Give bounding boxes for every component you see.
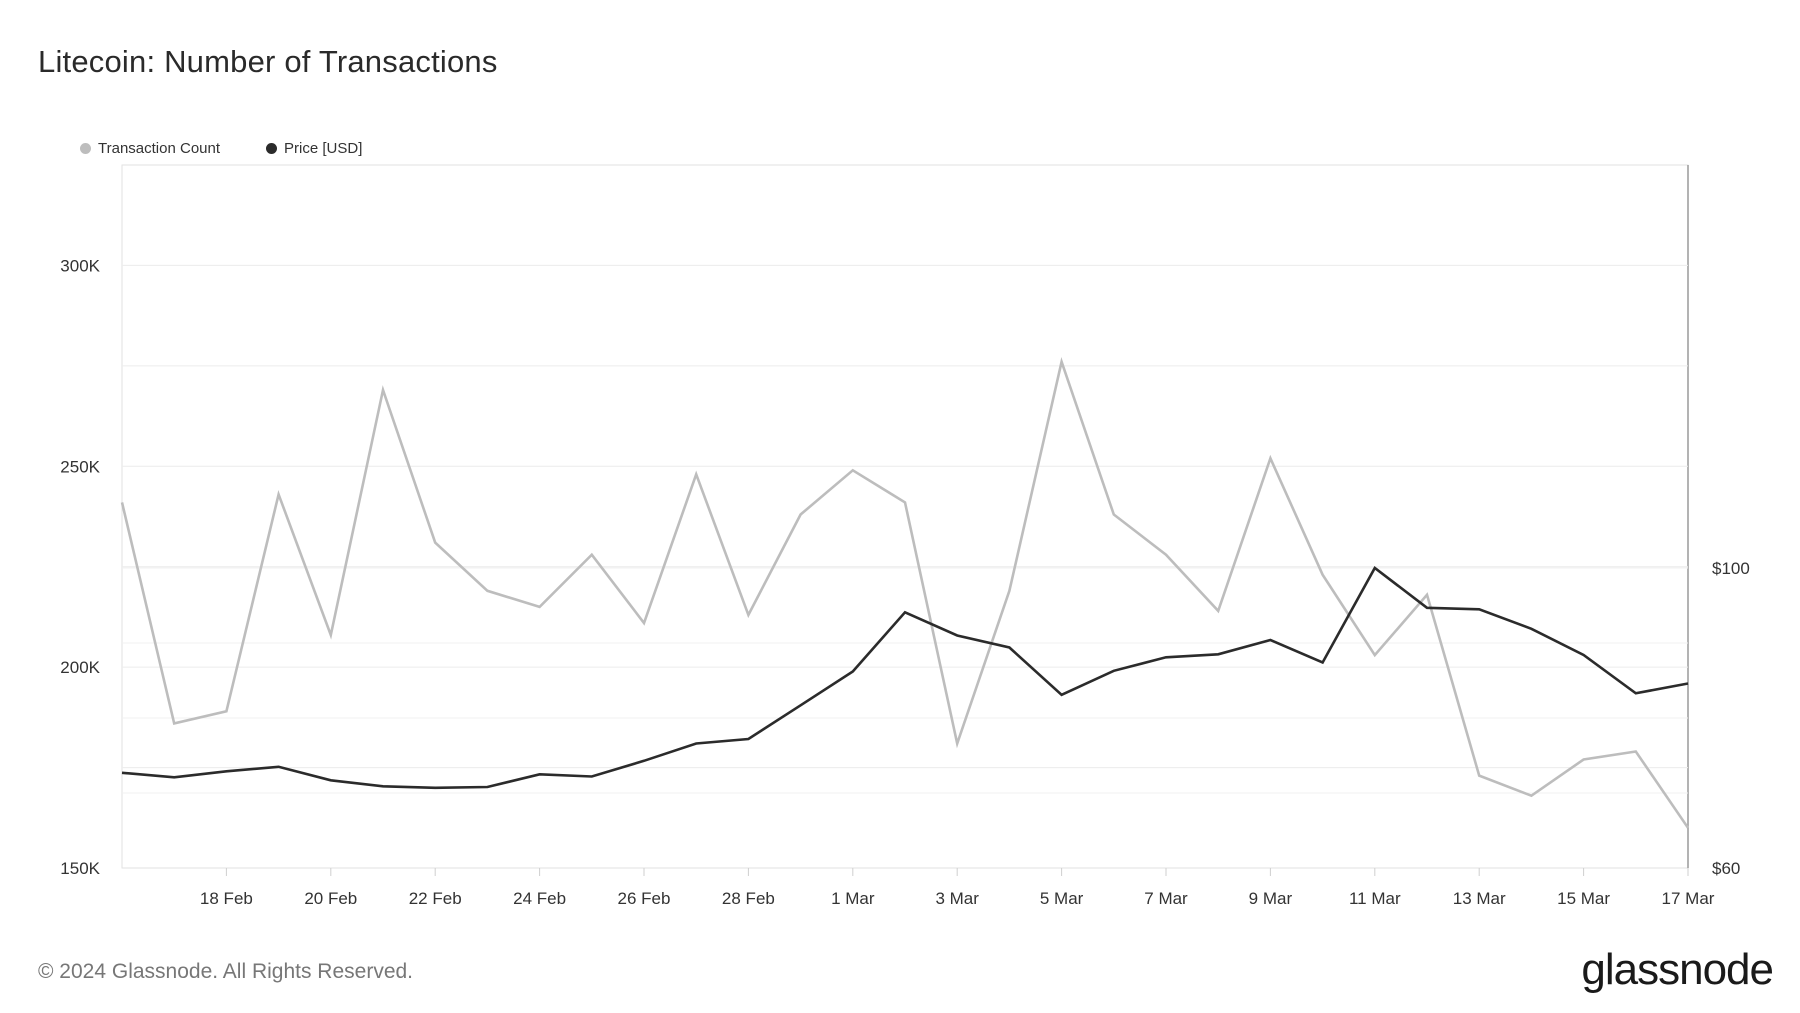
copyright-text: © 2024 Glassnode. All Rights Reserved. bbox=[38, 960, 414, 983]
x-tick-label: 22 Feb bbox=[409, 889, 462, 908]
x-tick-label: 11 Mar bbox=[1349, 889, 1401, 908]
x-tick-label: 3 Mar bbox=[935, 889, 979, 908]
series-line-price-usd bbox=[121, 566, 1689, 790]
y-left-tick-label: 150K bbox=[60, 859, 100, 878]
legend-dot-transaction-count bbox=[80, 143, 91, 154]
glassnode-logo: glassnode bbox=[1581, 945, 1774, 994]
legend-item-transaction-count[interactable]: Transaction Count bbox=[80, 140, 220, 157]
y-left-tick-label: 200K bbox=[60, 658, 100, 677]
x-tick-label: 5 Mar bbox=[1040, 889, 1084, 908]
y-right-tick-label: $60 bbox=[1712, 859, 1740, 878]
x-tick-label: 20 Feb bbox=[304, 889, 357, 908]
x-tick-label: 17 Mar bbox=[1662, 889, 1715, 908]
y-right-tick-label: $100 bbox=[1712, 559, 1750, 578]
x-tick-label: 1 Mar bbox=[831, 889, 875, 908]
x-tick-label: 13 Mar bbox=[1453, 889, 1506, 908]
y-left-tick-label: 250K bbox=[60, 457, 100, 476]
x-tick-label: 9 Mar bbox=[1249, 889, 1293, 908]
y-left-tick-label: 300K bbox=[60, 256, 100, 275]
legend-item-price[interactable]: Price [USD] bbox=[266, 140, 362, 157]
x-tick-label: 18 Feb bbox=[200, 889, 253, 908]
x-tick-label: 7 Mar bbox=[1144, 889, 1188, 908]
legend-label-price: Price [USD] bbox=[284, 140, 363, 157]
x-tick-label: 28 Feb bbox=[722, 889, 775, 908]
x-tick-label: 26 Feb bbox=[618, 889, 671, 908]
x-tick-label: 24 Feb bbox=[513, 889, 566, 908]
chart-title: Litecoin: Number of Transactions bbox=[38, 44, 498, 79]
legend: Transaction Count Price [USD] bbox=[80, 140, 362, 157]
legend-dot-price bbox=[266, 143, 278, 154]
legend-label-transaction-count: Transaction Count bbox=[98, 140, 221, 157]
series-line-transaction-count bbox=[120, 357, 1690, 829]
x-tick-label: 15 Mar bbox=[1557, 889, 1610, 908]
